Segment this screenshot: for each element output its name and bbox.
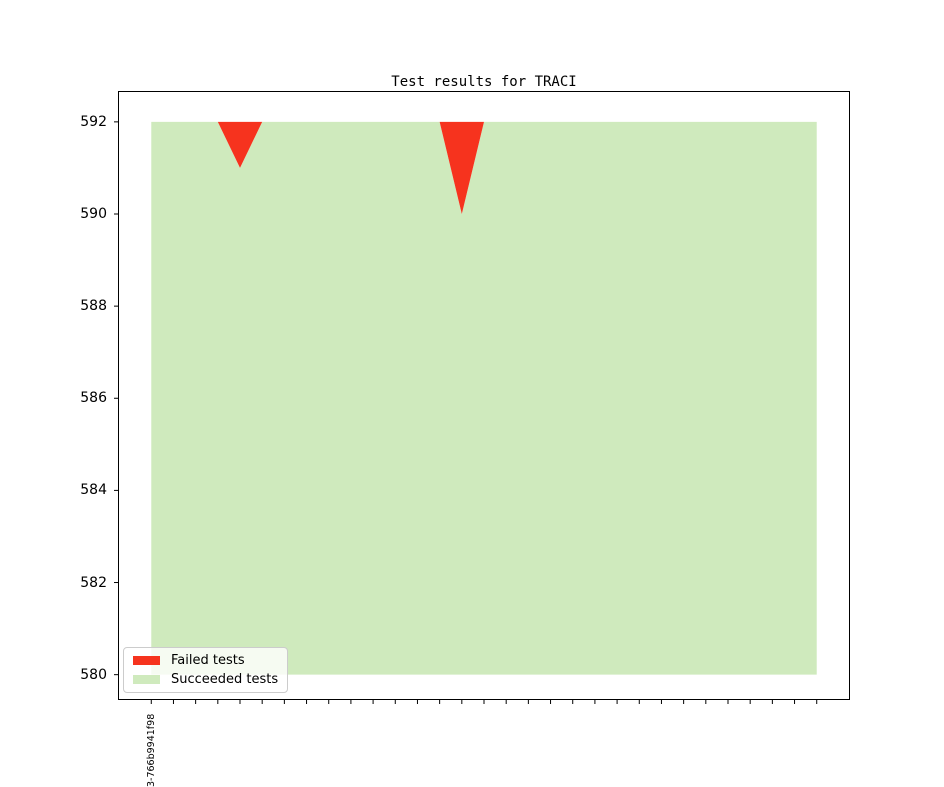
succeeded-area	[151, 121, 817, 675]
failed-tests-swatch-icon	[133, 656, 160, 665]
y-tick-label: 582	[80, 574, 107, 591]
succeeded-tests-swatch-icon	[133, 675, 160, 684]
y-tick-label: 590	[80, 205, 107, 222]
axes-border	[118, 91, 850, 700]
y-tick-label: 592	[80, 113, 107, 130]
legend-label-succeeded: Succeeded tests	[171, 672, 279, 687]
y-tick-label: 586	[80, 390, 107, 407]
y-tick-label: 580	[80, 666, 107, 683]
y-tick-label: 588	[80, 298, 107, 315]
legend: Failed tests Succeeded tests	[123, 647, 289, 693]
legend-row-failed: Failed tests	[133, 652, 278, 669]
legend-label-failed: Failed tests	[171, 653, 245, 668]
x-axis-first-tick-label: 3-766b9941f98	[146, 713, 158, 787]
chart-title: Test results for TRACI	[391, 74, 577, 90]
legend-row-succeeded: Succeeded tests	[133, 671, 278, 688]
y-tick-label: 584	[80, 482, 107, 499]
